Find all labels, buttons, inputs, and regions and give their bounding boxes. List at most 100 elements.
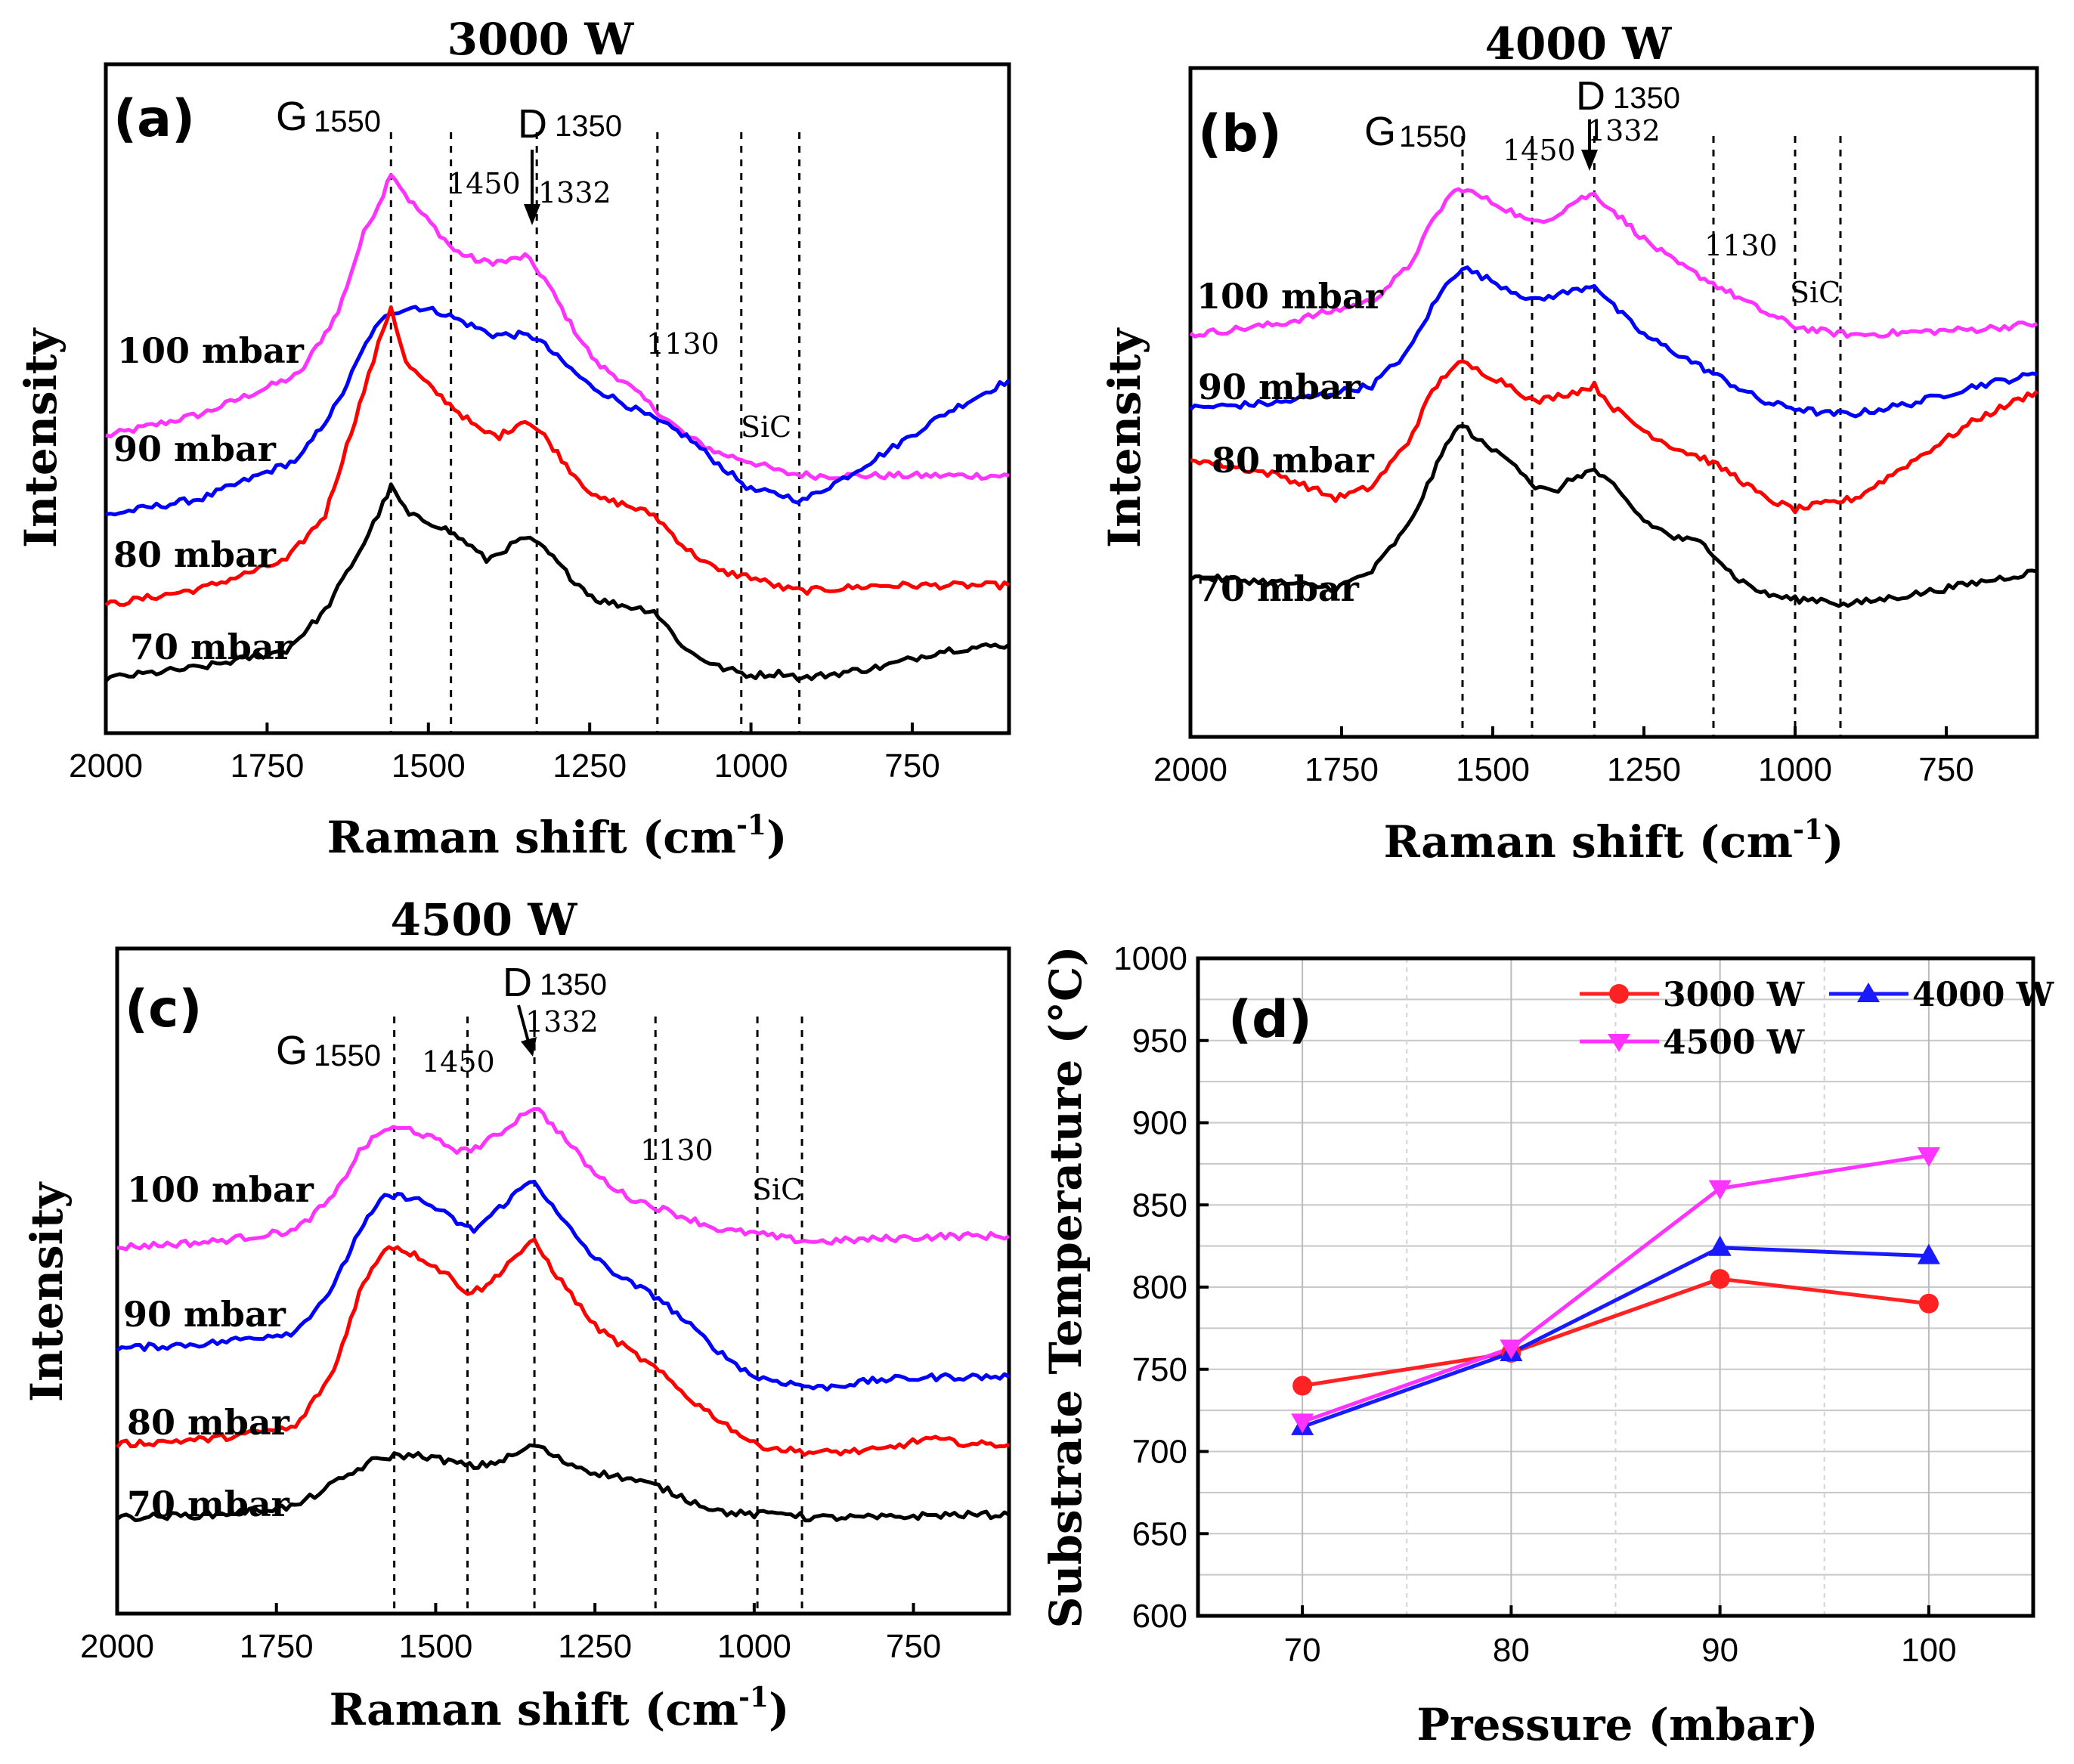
spectrum-100-mbar [105, 173, 1010, 481]
panel-a-1332-label: 1332 [538, 176, 611, 209]
panel-a-x-axis-title: Raman shift (cm-1) [327, 809, 788, 863]
line-4000-W [1302, 1246, 1929, 1429]
legend-3000w: 3000 W [1580, 976, 1805, 1014]
panel-a-spectra [104, 173, 1011, 682]
y-tick-label: 900 [1132, 1105, 1187, 1142]
panel-a-1130-label: 1130 [646, 327, 720, 361]
panel-a-label-90mbar: 90 mbar [113, 429, 277, 469]
panel-c-1130-label: 1130 [640, 1134, 714, 1167]
panel-a-label-80mbar: 80 mbar [113, 534, 277, 575]
x-tick-label: 90 [1701, 1632, 1738, 1669]
spectrum-70-mbar [104, 482, 1011, 682]
panel-b-raman-4000w: 4000 W (b) 2000 1750 1500 1250 1000 750 Raman… [1099, 18, 2039, 868]
spectrum-90-mbar [1189, 265, 2038, 419]
marker-4000-W-90 [1708, 1235, 1732, 1256]
panel-b-label-90mbar: 90 mbar [1198, 367, 1361, 407]
y-tick-label: 700 [1132, 1434, 1187, 1471]
panel-b-sic-label: SiC [1790, 276, 1840, 309]
y-tick-label: 750 [1132, 1351, 1187, 1388]
x-tick-label: 1500 [392, 747, 466, 785]
x-tick-label: 1000 [717, 1628, 791, 1665]
panel-d-x-axis-title: Pressure (mbar) [1416, 1699, 1818, 1750]
legend-4500w-marker [1608, 1034, 1630, 1052]
y-tick-label: 800 [1132, 1269, 1187, 1306]
panel-a-label-100mbar: 100 mbar [117, 330, 305, 371]
x-tick-label: 1750 [1305, 751, 1379, 788]
panel-d-series [1291, 1147, 1940, 1435]
panel-a-g-peak-label: G 1550 [276, 94, 381, 139]
panel-b-label-80mbar: 80 mbar [1212, 440, 1375, 481]
panel-b-plot-frame [1188, 66, 2039, 739]
panel-b-label-100mbar: 100 mbar [1196, 276, 1384, 317]
x-tick-label: 750 [1918, 751, 1973, 788]
panel-b-spectra [1189, 187, 2038, 608]
panel-c-label-100mbar: 100 mbar [127, 1169, 314, 1210]
x-tick-label: 1750 [240, 1628, 314, 1665]
spectrum-90-mbar [105, 305, 1011, 517]
line-4500-W [1302, 1153, 1930, 1424]
x-tick-label: 2000 [80, 1628, 154, 1665]
spectrum-100-mbar [1189, 187, 2038, 339]
panel-c-d-peak-label: D 1350 [503, 960, 607, 1005]
panel-d-label: (d) [1228, 990, 1312, 1050]
spectrum-80-mbar [104, 305, 1011, 607]
panel-b-label-70mbar: 70 mbar [1196, 568, 1360, 609]
panel-d-legend: 3000 W 4000 W 4500 W [1580, 976, 2054, 1062]
panel-a-label-70mbar: 70 mbar [130, 627, 293, 667]
marker-3000-W-90 [1710, 1269, 1730, 1289]
panel-d-temperature-vs-pressure: (d) 600 650 700 750 800 850 900 950 1000 70 80 90 10… [1040, 940, 2054, 1750]
panel-c-sic-label: SiC [752, 1173, 803, 1206]
panel-d-ticks: 600 650 700 750 800 850 900 950 1000 70 80 90 100 [1113, 940, 1956, 1669]
panel-a-sic-label: SiC [741, 410, 791, 444]
x-tick-label: 1500 [1456, 751, 1530, 788]
spectrum-70-mbar [116, 1443, 1011, 1523]
panel-a-d-peak-label: D 1350 [518, 101, 622, 147]
panel-b-x-ticks: 2000 1750 1500 1250 1000 750 [1153, 726, 1974, 788]
panel-b-1130-label: 1130 [1704, 229, 1778, 262]
marker-4500-W-80 [1500, 1339, 1523, 1360]
marker-3000-W-100 [1918, 1293, 1939, 1314]
panel-b-label: (b) [1198, 104, 1282, 164]
x-tick-label: 1250 [553, 747, 627, 785]
panel-a-peak-guides [389, 132, 801, 733]
y-tick-label: 850 [1132, 1187, 1187, 1224]
panel-c-y-axis-title: Intensity [21, 1181, 73, 1403]
marker-4500-W-90 [1708, 1180, 1732, 1200]
panel-b-x-axis-title: Raman shift (cm-1) [1384, 814, 1844, 868]
panel-c-title: 4500 W [391, 894, 578, 945]
legend-4500w: 4500 W [1580, 1023, 1805, 1062]
legend-3000w-label: 3000 W [1663, 976, 1805, 1014]
panel-c-label-90mbar: 90 mbar [123, 1294, 286, 1335]
legend-4000w: 4000 W [1829, 976, 2054, 1014]
panel-b-1450-label: 1450 [1503, 134, 1576, 167]
x-tick-label: 1000 [1758, 751, 1832, 788]
panel-d-y-axis-title: Substrate Temperature (°C) [1040, 945, 1091, 1628]
panel-c-label-80mbar: 80 mbar [127, 1402, 290, 1443]
x-tick-label: 750 [884, 747, 939, 785]
legend-3000w-marker [1609, 984, 1629, 1004]
x-tick-label: 70 [1284, 1632, 1321, 1669]
spectrum-80-mbar [1190, 359, 2038, 515]
marker-4000-W-100 [1917, 1243, 1940, 1264]
panel-a-title: 3000 W [447, 14, 635, 65]
x-tick-label: 1750 [230, 747, 304, 785]
panel-c-x-axis-title: Raman shift (cm-1) [330, 1682, 790, 1735]
x-tick-label: 2000 [69, 747, 143, 785]
panel-c-raman-4500w: 4500 W (c) 2000 1750 1500 1250 1000 750 Raman… [21, 894, 1011, 1735]
marker-4500-W-70 [1291, 1413, 1314, 1434]
x-tick-label: 1250 [1607, 751, 1681, 788]
spectrum-90-mbar [116, 1180, 1011, 1392]
x-tick-label: 100 [1901, 1632, 1956, 1669]
panel-a-y-axis-title: Intensity [15, 327, 67, 549]
panel-a-d-arrow [524, 150, 540, 225]
y-tick-label: 650 [1132, 1515, 1187, 1552]
x-tick-label: 1500 [398, 1628, 472, 1665]
panel-c-plot-frame [115, 946, 1011, 1616]
legend-4000w-label: 4000 W [1912, 976, 2054, 1014]
panel-d-gridlines [1198, 958, 2033, 1616]
panel-b-peak-guides [1461, 136, 1842, 737]
legend-4000w-marker [1857, 983, 1880, 1002]
panel-c-1332-label: 1332 [525, 1005, 599, 1038]
y-tick-label: 950 [1132, 1023, 1187, 1060]
